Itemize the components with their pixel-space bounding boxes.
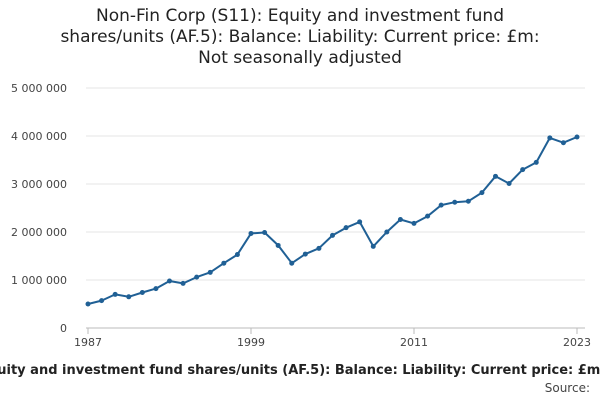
y-tick-label: 4 000 000 <box>11 130 67 143</box>
data-point <box>153 286 159 292</box>
data-point <box>248 230 254 236</box>
data-point <box>520 167 526 173</box>
data-point <box>384 229 390 235</box>
data-point <box>112 291 118 297</box>
series-line-path <box>87 136 578 305</box>
data-point <box>479 190 485 196</box>
data-point <box>262 229 268 235</box>
chart-title-line-1: Non-Fin Corp (S11): Equity and investmen… <box>95 6 505 26</box>
data-point <box>234 252 240 258</box>
data-point <box>167 278 172 284</box>
series-points <box>85 134 580 307</box>
data-point <box>275 242 281 248</box>
data-point <box>302 251 308 257</box>
data-point <box>316 245 322 251</box>
y-tick-label: 1 000 000 <box>11 274 67 287</box>
x-axis-label: Equity and investment fund shares/units … <box>0 363 600 378</box>
data-point <box>85 301 91 307</box>
data-point <box>126 294 132 300</box>
x-tick-label: 2011 <box>400 336 428 349</box>
y-axis-tick-labels: 0 1 000 000 2 000 000 3 000 000 4 000 000 5 0… <box>11 82 67 335</box>
data-point <box>180 280 186 286</box>
y-tick-label: 2 000 000 <box>11 226 67 239</box>
data-point <box>139 289 145 295</box>
chart-title-line-2: shares/units (AF.5): Balance: Liability:… <box>60 27 540 47</box>
data-point <box>574 134 580 140</box>
series-line <box>87 136 578 305</box>
data-point <box>465 198 471 204</box>
data-point <box>289 260 295 266</box>
chart-title: Non-Fin Corp (S11): Equity and investmen… <box>0 6 600 69</box>
data-point <box>493 173 498 179</box>
data-point <box>370 243 376 249</box>
data-point <box>99 298 105 304</box>
y-tick-label: 5 000 000 <box>11 82 67 95</box>
data-point <box>438 202 444 208</box>
y-tick-label: 0 <box>60 322 67 335</box>
data-point <box>533 159 539 165</box>
y-tick-label: 3 000 000 <box>11 178 67 191</box>
data-point <box>357 219 363 225</box>
data-point <box>560 140 566 146</box>
x-tick-label: 2023 <box>563 336 591 349</box>
data-point <box>221 260 227 266</box>
x-tick-label: 1999 <box>237 336 265 349</box>
data-point <box>506 181 512 187</box>
data-point <box>425 213 431 219</box>
x-tick-label: 1987 <box>74 336 102 349</box>
data-point <box>452 199 458 205</box>
chart-title-line-3: Not seasonally adjusted <box>198 48 402 68</box>
x-axis: 1987 1999 2011 2023 <box>74 327 591 349</box>
data-point <box>207 269 213 275</box>
data-point <box>343 225 349 231</box>
x-axis-label-container: Equity and investment fund shares/units … <box>0 363 600 381</box>
data-point <box>397 217 403 223</box>
data-point <box>194 274 200 280</box>
data-point <box>411 220 417 226</box>
source-label: Source: <box>544 381 590 395</box>
data-point <box>330 232 335 238</box>
data-point <box>547 135 553 141</box>
